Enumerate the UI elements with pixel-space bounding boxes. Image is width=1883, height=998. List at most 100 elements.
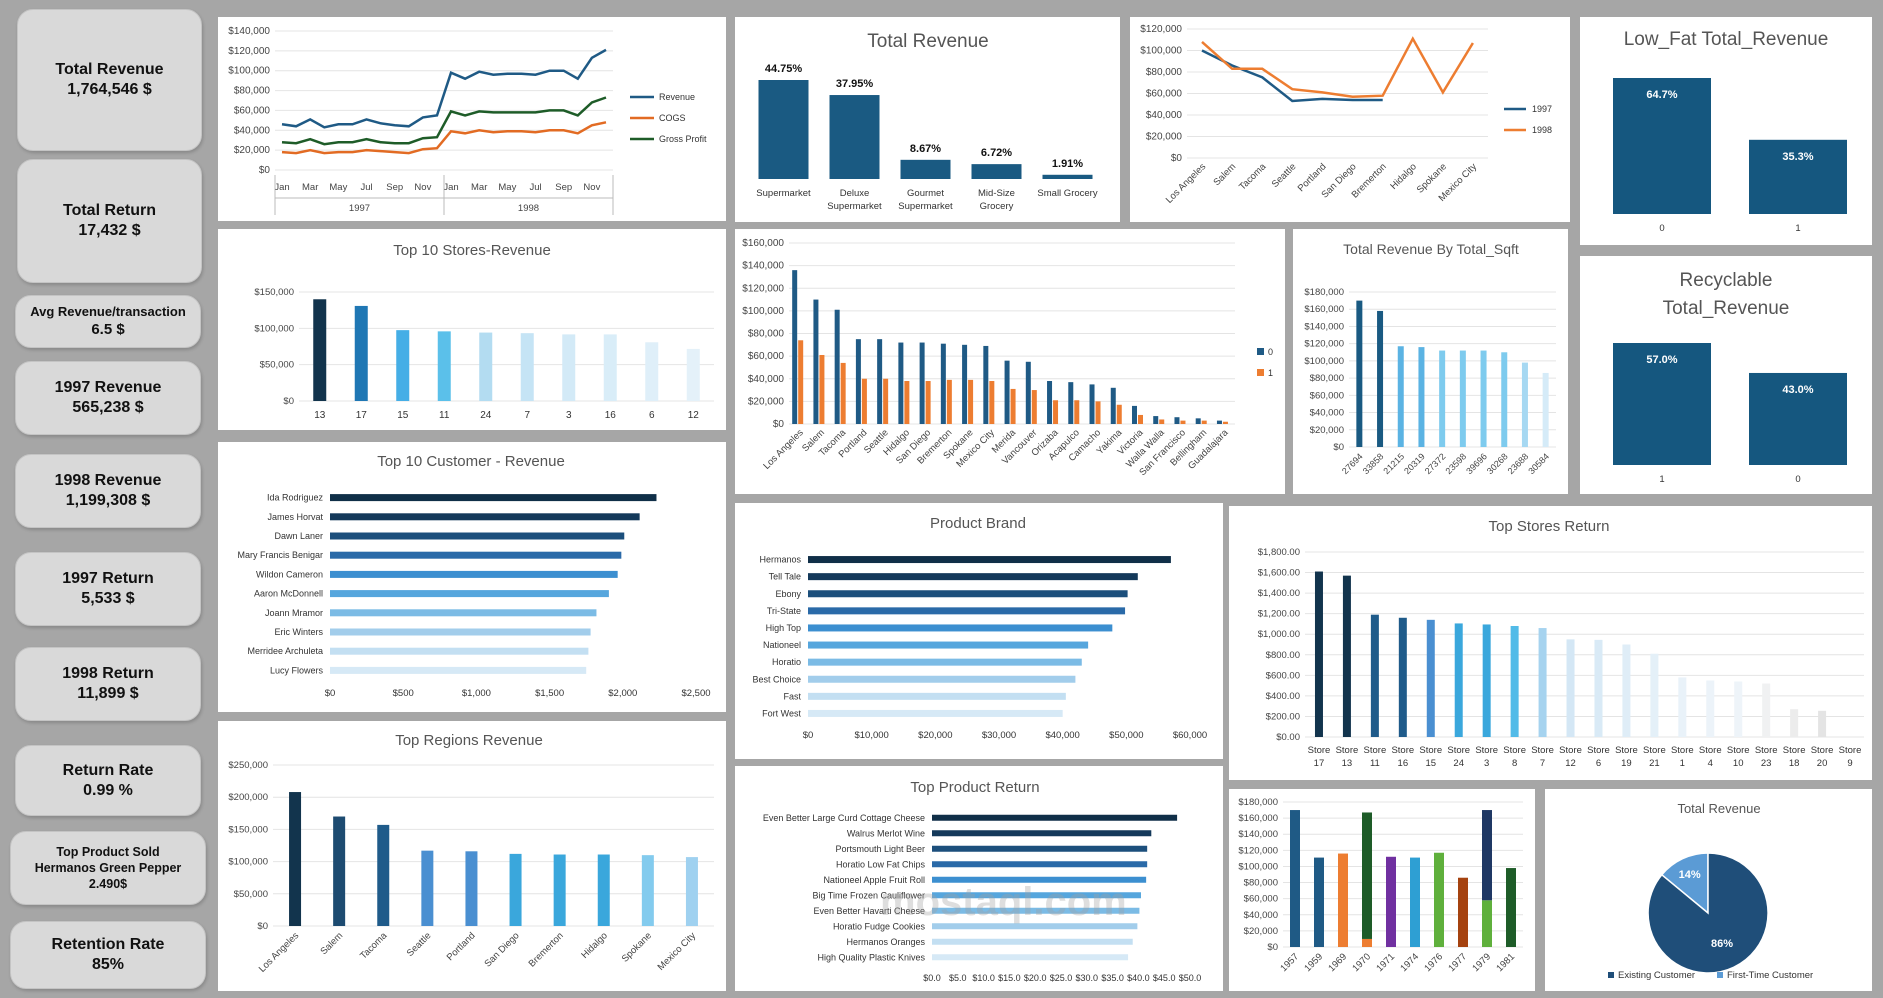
x-tick-label: 20319 bbox=[1402, 451, 1427, 476]
bar bbox=[808, 641, 1089, 649]
panel-top-stores: Top 10 Stores-Revenue $150,000 $100,000 $50… bbox=[218, 229, 726, 430]
kpi-total-return: Total Return 17,432 $ bbox=[17, 159, 202, 283]
chart-title: Product Brand bbox=[930, 515, 1026, 532]
bar bbox=[758, 80, 809, 179]
y-tick-label: Joann Mramor bbox=[265, 608, 323, 618]
x-tick-label: 16 bbox=[605, 410, 617, 421]
x-tick-label: Store 12 bbox=[1559, 745, 1582, 769]
bar bbox=[330, 590, 609, 598]
legend-swatch bbox=[1257, 348, 1264, 355]
x-tick-label: 27372 bbox=[1423, 451, 1448, 476]
y-tick-label: $1,800.00 bbox=[1258, 547, 1300, 558]
bar bbox=[1790, 709, 1799, 737]
x-tick-label: $0 bbox=[325, 688, 336, 699]
bar bbox=[1153, 416, 1159, 424]
y-tick-label: Portsmouth Light Beer bbox=[835, 844, 925, 854]
bar bbox=[808, 692, 1066, 700]
x-tick-label: $1,000 bbox=[462, 688, 491, 699]
chart-title: Low_Fat Total_Revenue bbox=[1624, 29, 1829, 50]
y-tick-label: $400.00 bbox=[1266, 691, 1300, 702]
bar bbox=[1521, 362, 1528, 447]
top-stores-chart: Top 10 Stores-Revenue $150,000 $100,000 $50… bbox=[254, 242, 714, 421]
bar bbox=[1434, 852, 1444, 947]
bar bbox=[1818, 710, 1827, 737]
bar bbox=[1174, 417, 1180, 424]
bar bbox=[330, 494, 657, 502]
legend-label: 1998 bbox=[1532, 125, 1552, 135]
bar bbox=[1538, 628, 1547, 737]
y-tick-label: $120,000 bbox=[228, 46, 270, 57]
bar bbox=[1501, 352, 1508, 447]
bar bbox=[1356, 300, 1363, 447]
x-tick-label: 1957 bbox=[1278, 951, 1301, 974]
bar bbox=[1594, 639, 1603, 737]
y-tick-label: Fast bbox=[783, 691, 801, 701]
x-tick-label: $45.0 bbox=[1153, 973, 1176, 983]
bar bbox=[968, 379, 974, 424]
bar bbox=[932, 861, 1148, 868]
x-tick-label: 12 bbox=[688, 410, 700, 421]
chart-title: Total_Revenue bbox=[1663, 298, 1790, 319]
x-tick-label: $20.0 bbox=[1024, 973, 1047, 983]
y-tick-label: Nationeel bbox=[763, 640, 801, 650]
chart-title: Total Revenue bbox=[867, 31, 988, 52]
x-tick-label: Spokane bbox=[620, 930, 654, 964]
bar bbox=[940, 343, 946, 424]
top-customers-chart: Top 10 Customer - Revenue $0 $500 $1,000 $1,… bbox=[237, 453, 710, 699]
kpi-value: 17,432 $ bbox=[78, 222, 141, 239]
bar bbox=[330, 628, 591, 636]
x-tick-label: $60,000 bbox=[1173, 730, 1207, 741]
bar bbox=[808, 675, 1076, 683]
bar bbox=[932, 954, 1129, 961]
y-tick-label: $40,000 bbox=[1146, 110, 1183, 121]
y-tick-label: $600.00 bbox=[1266, 670, 1300, 681]
y-tick-label: $50,000 bbox=[260, 360, 294, 371]
x-tick-label: Supermarket bbox=[756, 188, 811, 199]
bar bbox=[377, 824, 390, 926]
kpi-label: Avg Revenue/transaction bbox=[30, 304, 186, 319]
kpi-label: 1998 Revenue bbox=[54, 472, 162, 489]
pie-slice bbox=[1660, 852, 1709, 915]
y-tick-label: $0 bbox=[1333, 442, 1344, 453]
x-tick-label: 33858 bbox=[1361, 451, 1386, 476]
bar bbox=[1216, 420, 1222, 424]
x-tick-label: Nov bbox=[414, 182, 431, 193]
bar bbox=[330, 513, 640, 521]
legend-swatch bbox=[1257, 369, 1264, 376]
y-tick-label: $100,000 bbox=[742, 306, 784, 317]
y-tick-label: $250,000 bbox=[228, 760, 268, 771]
city-year-revenue-chart: $120,000 $100,000 $80,000 $60,000 $40,000 $20… bbox=[1140, 24, 1552, 206]
y-tick-label: Best Choice bbox=[752, 674, 801, 684]
bar bbox=[898, 342, 904, 424]
y-tick-label: $80,000 bbox=[748, 329, 785, 340]
x-tick-label: Sep bbox=[555, 182, 572, 193]
bar bbox=[1566, 639, 1575, 737]
bar bbox=[330, 666, 587, 674]
bar bbox=[1195, 418, 1201, 424]
x-tick-label: Store 8 bbox=[1503, 745, 1526, 769]
legend-label: Revenue bbox=[659, 92, 695, 102]
y-tick-label: Horatio Fudge Cookies bbox=[833, 921, 926, 931]
y-tick-label: $140,000 bbox=[1304, 321, 1344, 332]
store-type-revenue-chart: Total Revenue 44.75% 37.95% 8.67% 6.72% 1.91%… bbox=[756, 31, 1098, 212]
x-tick-label: Mar bbox=[302, 182, 318, 193]
x-tick-label: 24 bbox=[480, 410, 492, 421]
y-tick-label: $180,000 bbox=[1304, 287, 1344, 298]
bar bbox=[330, 532, 625, 540]
legend-label: First-Time Customer bbox=[1727, 970, 1813, 981]
y-tick-label: Tell Tale bbox=[769, 572, 801, 582]
y-tick-label: $40,000 bbox=[1244, 910, 1278, 921]
x-tick-label: Mexico City bbox=[656, 930, 699, 973]
bar bbox=[1397, 346, 1404, 447]
bar bbox=[834, 309, 840, 424]
bar bbox=[1047, 381, 1053, 424]
legend-swatch bbox=[1608, 972, 1614, 978]
y-tick-label: Dawn Laner bbox=[274, 531, 323, 541]
bar bbox=[1025, 361, 1031, 424]
bar bbox=[354, 305, 368, 401]
x-tick-label: $10.0 bbox=[972, 973, 995, 983]
kpi-return-rate: Return Rate 0.99 % bbox=[15, 745, 201, 816]
bar bbox=[932, 938, 1133, 945]
y-tick-label: $0 bbox=[257, 921, 268, 932]
top-stores-return-chart: Top Stores Return $1,800.00 $1,600.00 $1,40… bbox=[1258, 518, 1864, 769]
